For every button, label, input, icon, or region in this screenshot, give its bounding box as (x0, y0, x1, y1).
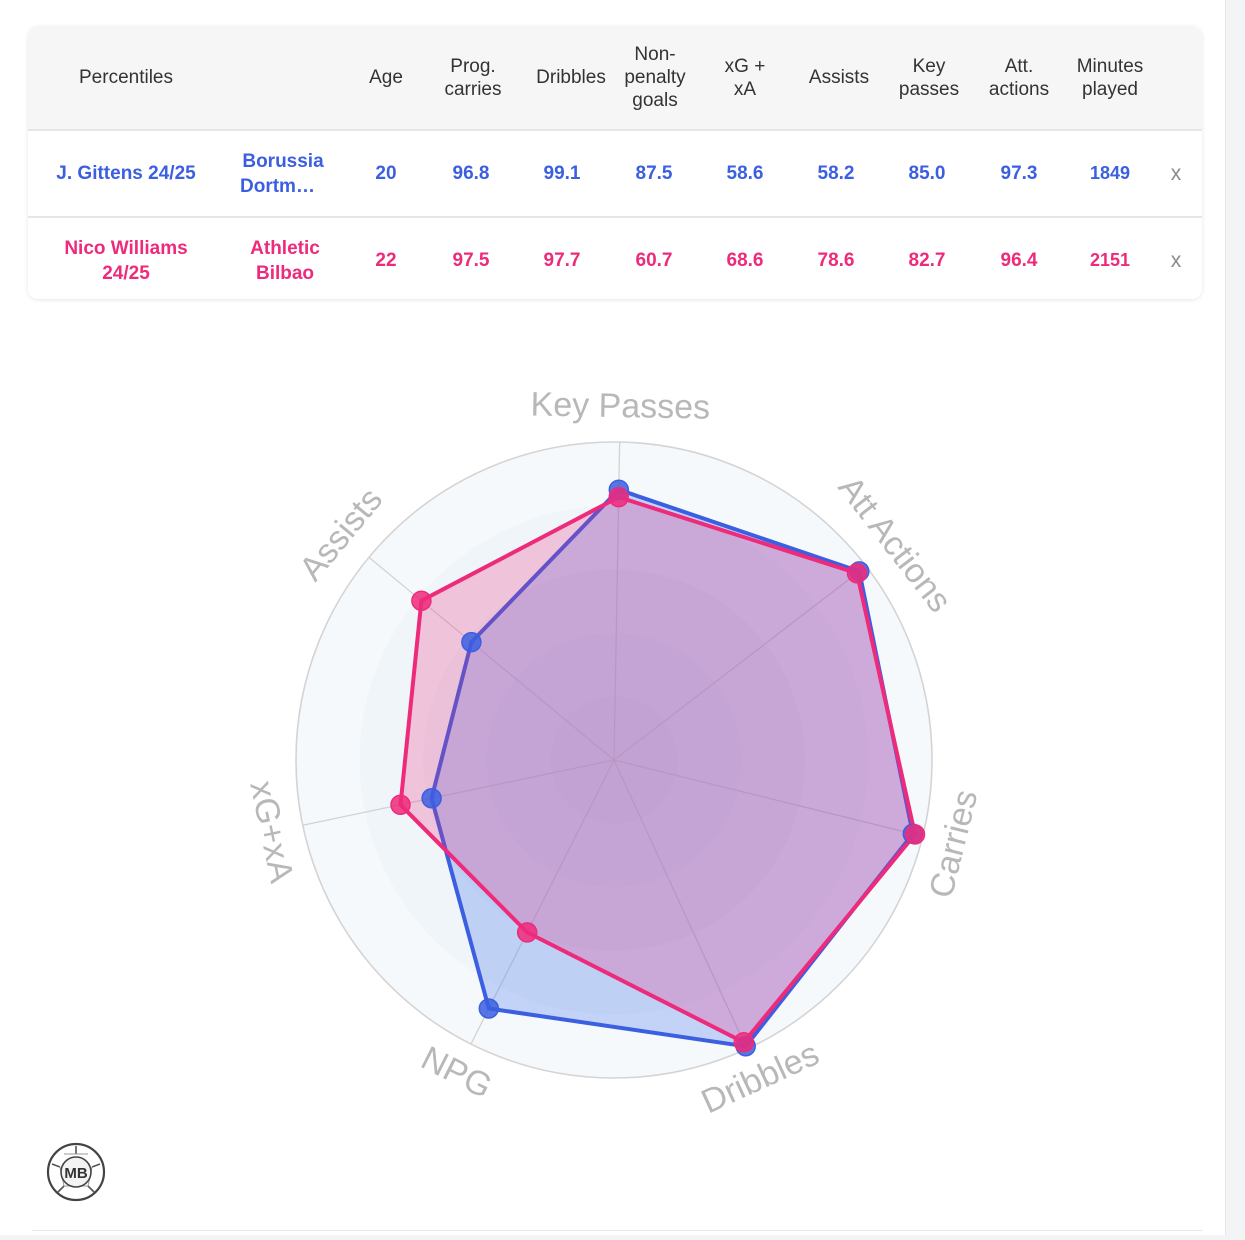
header-minutes-played[interactable]: Minutes played (1076, 55, 1144, 100)
age-value: 20 (375, 163, 397, 184)
table-row: J. Gittens 24/25 Borussia Dortmund 20 96… (28, 131, 1202, 218)
header-percentiles: Percentiles (79, 67, 173, 88)
header-age[interactable]: Age (369, 67, 403, 88)
data-point (411, 590, 432, 611)
mb-logo-icon: MB (46, 1142, 106, 1202)
header-att-actions[interactable]: Att. actions (988, 55, 1050, 100)
data-point (390, 794, 411, 816)
axis-label: xG+xA (242, 777, 300, 886)
percentile-comparison-table: Percentiles Age Prog. carries Dribbles N… (28, 26, 1202, 299)
data-point (846, 562, 868, 584)
npg-value: 87.5 (635, 163, 673, 184)
radar-outer-ring (295, 441, 933, 1079)
assists-value: 78.6 (817, 250, 855, 271)
data-point (904, 824, 926, 845)
npg-value: 60.7 (635, 250, 673, 271)
data-point (478, 998, 500, 1019)
radar-spoke (470, 759, 615, 1045)
data-point (608, 486, 629, 508)
axis-label: Carries (922, 786, 985, 901)
minutes-value: 2151 (1089, 250, 1131, 270)
prog-carries-value: 96.8 (452, 163, 490, 184)
radar-spoke (613, 759, 923, 837)
radar-spoke (368, 556, 615, 761)
key-passes-value: 85.0 (908, 163, 946, 184)
remove-player-button[interactable]: x (1170, 161, 1182, 185)
data-point (461, 631, 482, 653)
remove-player-button[interactable]: x (1170, 248, 1182, 272)
xgxa-value: 68.6 (726, 250, 764, 271)
att-actions-value: 96.4 (1000, 250, 1038, 271)
logo-text: MB (64, 1165, 87, 1182)
data-point (733, 1032, 755, 1053)
player-name[interactable]: Nico Williams 24/25 (64, 237, 188, 284)
age-value: 22 (375, 250, 397, 271)
header-key-passes[interactable]: Key passes (898, 55, 960, 100)
minutes-value: 1849 (1089, 163, 1131, 183)
table-row: Nico Williams 24/25 Athletic Bilbao 22 9… (28, 218, 1202, 299)
series-polygon (398, 495, 917, 1045)
header-non-penalty-goals[interactable]: Non- penalty goals (624, 44, 686, 111)
att-actions-value: 97.3 (1000, 163, 1038, 184)
radar-spoke (613, 759, 748, 1050)
header-xg-xa[interactable]: xG + xA (724, 55, 766, 100)
divider (32, 1230, 1202, 1231)
player-name[interactable]: J. Gittens 24/25 (56, 163, 196, 184)
dribbles-value: 97.7 (543, 250, 581, 271)
radar-spoke (613, 565, 867, 761)
key-passes-value: 82.7 (908, 250, 946, 271)
table-header-row: Percentiles Age Prog. carries Dribbles N… (28, 26, 1202, 131)
data-point (421, 787, 442, 809)
xgxa-value: 58.6 (726, 163, 764, 184)
header-assists[interactable]: Assists (808, 67, 870, 88)
radar-spoke (302, 759, 615, 826)
data-point (516, 922, 538, 943)
dribbles-value: 99.1 (543, 163, 581, 184)
header-prog-carries[interactable]: Prog. carries (444, 55, 502, 100)
prog-carries-value: 97.5 (452, 250, 490, 271)
assists-value: 58.2 (817, 163, 855, 184)
header-dribbles[interactable]: Dribbles (536, 67, 606, 88)
axis-label: Key Passes (530, 386, 710, 427)
